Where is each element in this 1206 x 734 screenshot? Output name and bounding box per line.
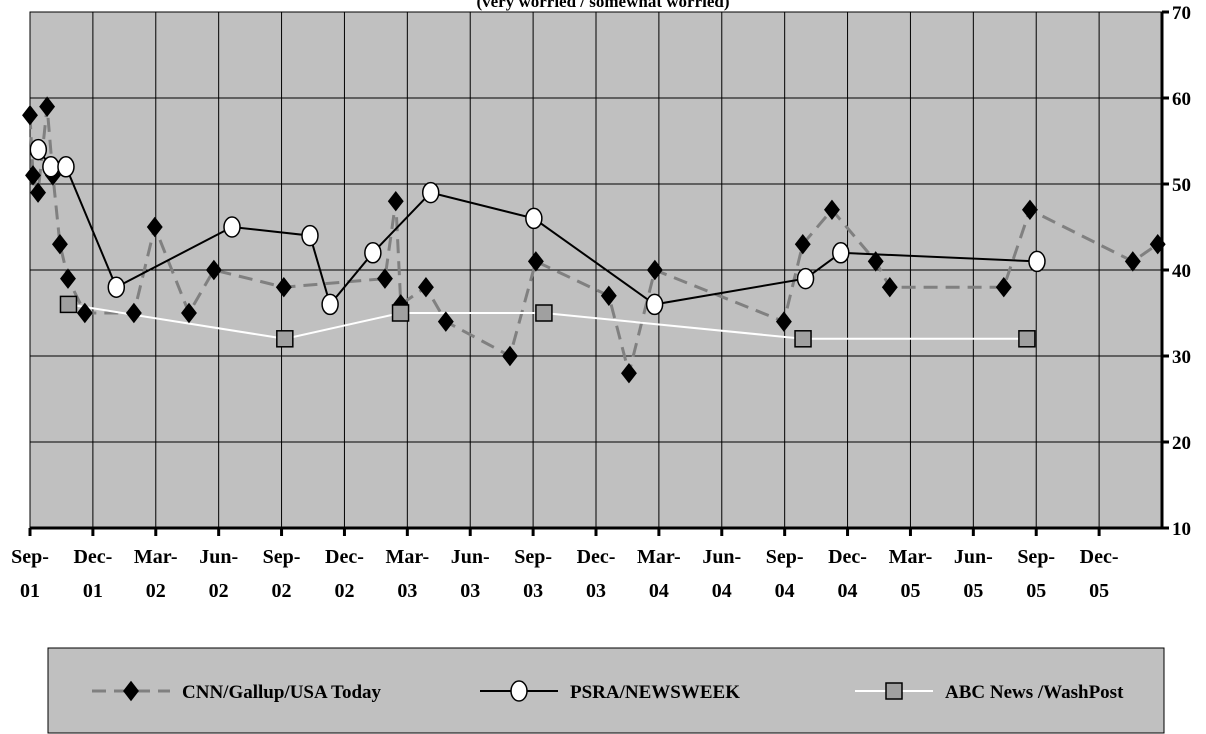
- point: [775, 311, 792, 332]
- point: [42, 156, 60, 178]
- point: [881, 276, 898, 298]
- point: [321, 293, 339, 316]
- legend: [47, 647, 1165, 734]
- x-tick-label: Sep-04: [765, 546, 804, 602]
- x-tick-label: Jun-05: [953, 546, 993, 602]
- point: [275, 276, 292, 298]
- point: [867, 251, 884, 272]
- point: [60, 268, 76, 289]
- x-tick-label: Sep-05: [1017, 546, 1056, 602]
- point: [535, 304, 553, 322]
- point: [39, 96, 56, 117]
- point: [223, 216, 241, 238]
- x-tick-label: Mar-03: [385, 546, 430, 602]
- x-tick-label: Jun-03: [450, 546, 490, 602]
- legend-label: PSRA/NEWSWEEK: [570, 682, 740, 703]
- point: [76, 302, 93, 324]
- x-tick-label: Mar-02: [133, 546, 178, 602]
- point: [1124, 251, 1141, 272]
- point: [364, 242, 382, 264]
- legend-label: ABC News /WashPost: [945, 682, 1124, 703]
- point: [995, 276, 1012, 298]
- point: [25, 165, 41, 186]
- point: [205, 259, 222, 281]
- x-tick-label: Dec-03: [576, 546, 616, 602]
- y-tick-label: 40: [1172, 261, 1191, 282]
- point: [29, 138, 48, 161]
- point: [146, 216, 163, 238]
- legend-marker: [123, 680, 139, 702]
- point: [181, 302, 197, 324]
- point: [417, 276, 434, 298]
- legend-marker: [885, 682, 903, 700]
- point: [525, 207, 543, 230]
- series-line: [37, 149, 1038, 307]
- point: [1021, 199, 1038, 221]
- legend-marker: [510, 680, 528, 702]
- point: [57, 156, 75, 178]
- point: [387, 190, 404, 212]
- point: [421, 181, 440, 204]
- x-tick-label: Dec-04: [828, 546, 867, 602]
- x-tick-label: Sep-02: [262, 546, 301, 602]
- point: [832, 242, 850, 264]
- point: [527, 251, 544, 272]
- point: [276, 330, 294, 348]
- point: [376, 268, 393, 289]
- y-tick-label: 20: [1172, 433, 1191, 454]
- point: [125, 302, 142, 324]
- point: [1028, 250, 1046, 273]
- series-line: [68, 303, 1027, 340]
- x-tick-label: Mar-04: [637, 546, 681, 602]
- point: [30, 182, 46, 203]
- x-tick-label: Sep-03: [514, 546, 552, 602]
- y-tick-label: 50: [1172, 175, 1191, 196]
- y-tick-label: 70: [1172, 3, 1191, 24]
- y-tick-label: 10: [1172, 519, 1191, 540]
- point: [794, 330, 812, 348]
- point: [646, 259, 663, 281]
- point: [621, 362, 637, 384]
- point: [22, 104, 38, 126]
- point: [51, 233, 68, 255]
- legend-label: CNN/Gallup/USA Today: [182, 682, 382, 703]
- x-tick-label: Dec-01: [73, 546, 113, 602]
- point: [107, 276, 126, 298]
- point: [824, 199, 840, 221]
- point: [600, 285, 617, 307]
- x-tick-label: Jun-02: [199, 546, 239, 602]
- y-tick-label: 30: [1172, 347, 1191, 368]
- point: [502, 345, 518, 367]
- point: [391, 304, 410, 322]
- chart-subtitle: (very worried / somewhat worried): [476, 0, 729, 11]
- x-tick-label: Sep-01: [11, 546, 49, 602]
- point: [59, 295, 78, 314]
- point: [1018, 330, 1036, 348]
- x-tick-label: Mar-05: [888, 546, 933, 602]
- x-tick-label: Jun-04: [702, 546, 742, 602]
- point: [796, 267, 815, 290]
- x-tick-label: Dec-05: [1079, 546, 1119, 602]
- y-tick-label: 60: [1172, 89, 1191, 110]
- point: [794, 233, 811, 255]
- x-tick-label: Dec-02: [325, 546, 364, 602]
- point: [1149, 233, 1166, 255]
- point: [301, 224, 319, 247]
- point: [645, 293, 664, 316]
- point: [437, 311, 454, 332]
